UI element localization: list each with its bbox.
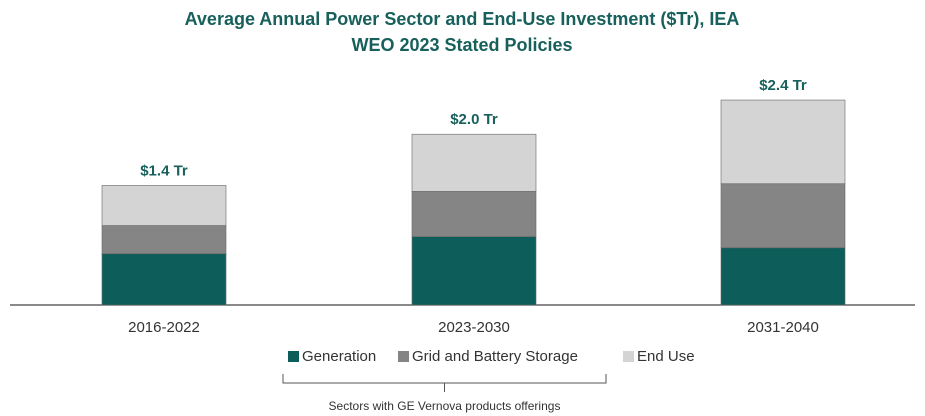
bar-segment <box>720 247 846 306</box>
total-label: $1.4 Tr <box>140 162 188 179</box>
x-tick-label: 2023-2030 <box>438 319 510 336</box>
bar-segment <box>720 183 846 249</box>
legend-label: End Use <box>637 348 695 365</box>
bar-segment <box>411 191 537 237</box>
bar-segment <box>411 236 537 306</box>
bracket <box>282 374 607 392</box>
x-tick-label: 2016-2022 <box>128 319 200 336</box>
annotation: Sectors with GE Vernova products offerin… <box>329 399 561 413</box>
bar-segment <box>720 99 846 185</box>
chart-title: Average Annual Power Sector and End-Use … <box>185 9 740 29</box>
total-label: $2.0 Tr <box>450 111 498 128</box>
legend-swatch <box>398 351 409 362</box>
bar-segment <box>411 133 537 192</box>
legend-label: Grid and Battery Storage <box>412 348 578 365</box>
total-label: $2.4 Tr <box>759 77 807 94</box>
bar-segment <box>101 253 227 306</box>
legend-swatch <box>623 351 634 362</box>
legend-label: Generation <box>302 348 376 365</box>
bar-segment <box>101 185 227 226</box>
bar-segment <box>101 225 227 255</box>
legend-swatch <box>288 351 299 362</box>
chart-title: WEO 2023 Stated Policies <box>351 35 572 55</box>
x-tick-label: 2031-2040 <box>747 319 819 336</box>
